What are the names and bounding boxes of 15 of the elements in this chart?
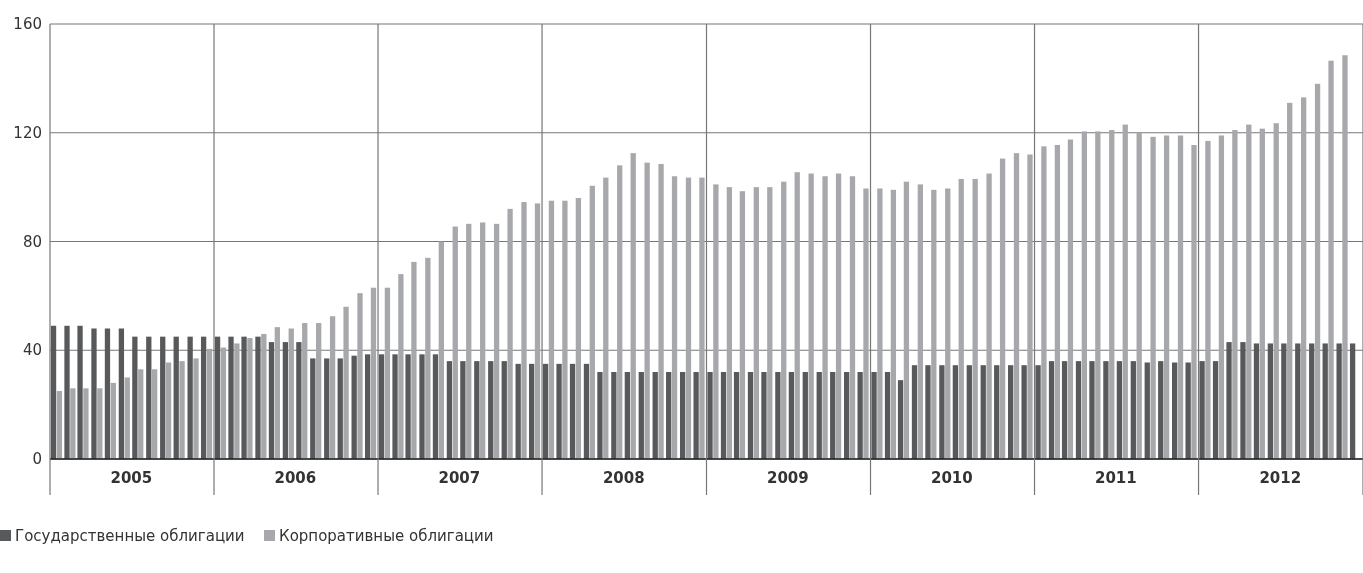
y-tick-label: 80 [22,232,42,251]
legend-label: Государственные облигации [15,526,245,545]
y-tick-label: 160 [13,15,42,33]
x-tick-label: 2005 [110,469,153,487]
y-tick-label: 40 [22,341,42,360]
x-tick-label: 2006 [274,469,317,487]
x-tick-label: 2012 [1259,469,1302,487]
legend-label: Корпоративные облигации [279,526,494,545]
x-tick-label: 2011 [1094,469,1137,487]
y-tick-label: 0 [32,450,42,468]
x-tick-label: 2009 [766,469,809,487]
x-tick-label: 2010 [930,469,973,487]
x-tick-label: 2008 [602,469,645,487]
y-tick-label: 120 [13,123,42,142]
x-tick-label: 2007 [438,469,481,487]
